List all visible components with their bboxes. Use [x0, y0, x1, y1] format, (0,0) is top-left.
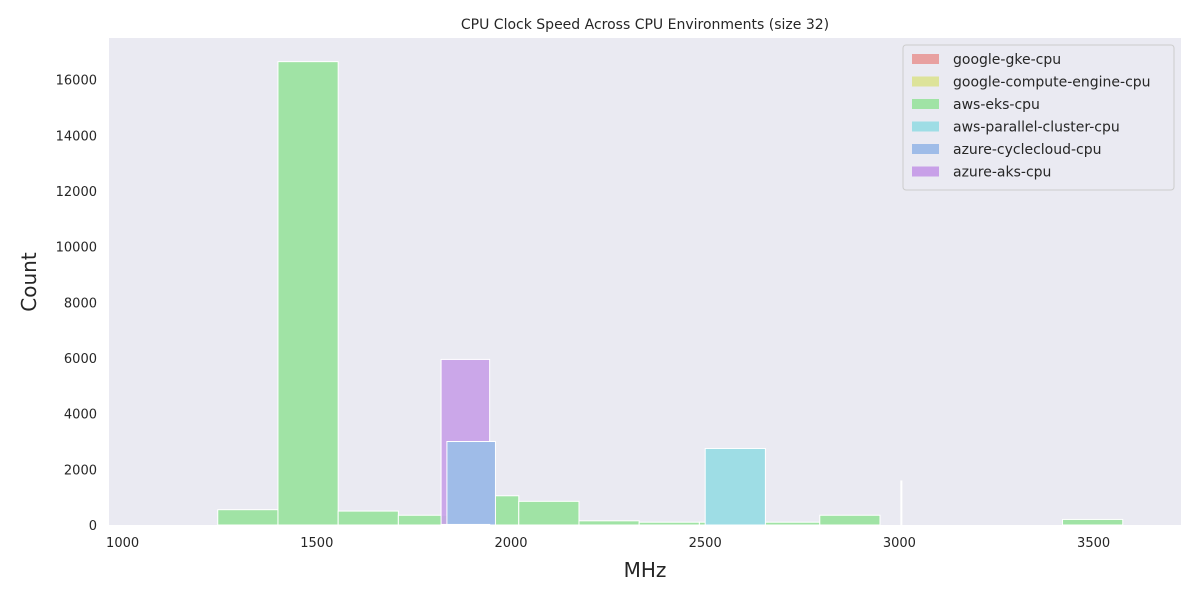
- legend-swatch-aws-parallel-cluster-cpu: [912, 121, 939, 132]
- x-tick-label: 3500: [1077, 536, 1110, 551]
- bar-aws-eks-cpu-1: [277, 61, 339, 526]
- y-tick-label: 10000: [56, 241, 97, 256]
- x-tick-label: 2500: [689, 536, 722, 551]
- x-axis-label: MHz: [624, 558, 667, 582]
- y-tick-label: 0: [89, 519, 97, 534]
- legend-swatch-aws-eks-cpu: [912, 99, 939, 109]
- y-tick-label: 14000: [56, 129, 97, 144]
- bar-aws-eks-cpu-0: [217, 509, 279, 526]
- x-ticks: 1000 1500 2000 2500 3000 3500: [106, 536, 1110, 551]
- y-tick-label: 2000: [64, 463, 97, 478]
- bar-aws-eks-cpu-11: [1062, 518, 1124, 526]
- legend-label-google-gke-cpu: google-gke-cpu: [953, 52, 1061, 68]
- legend-label-google-compute-engine-cpu: google-compute-engine-cpu: [953, 75, 1151, 91]
- y-tick-label: 16000: [56, 74, 97, 89]
- bar-aws-eks-cpu-7: [638, 521, 700, 526]
- bar-aws-parallel-cluster-cpu-0: [704, 447, 766, 526]
- y-ticks: 0 2000 4000 6000 8000 10000 12000 14000 16000: [56, 74, 97, 534]
- y-tick-label: 4000: [64, 408, 97, 423]
- legend-swatch-azure-aks-cpu: [912, 166, 939, 177]
- legend-swatch-azure-cyclecloud-cpu: [912, 144, 939, 154]
- x-tick-label: 1000: [106, 536, 139, 551]
- legend-swatch-google-gke-cpu: [912, 54, 939, 64]
- legend-box: [902, 44, 1175, 191]
- x-tick-label: 3000: [883, 536, 916, 551]
- bars-layer: [217, 61, 1124, 526]
- legend-swatch-google-compute-engine-cpu: [912, 76, 939, 87]
- legend: google-gke-cpu google-compute-engine-cpu a…: [902, 44, 1175, 191]
- legend-label-aws-eks-cpu: aws-eks-cpu: [953, 97, 1040, 113]
- legend-label-azure-cyclecloud-cpu: azure-cyclecloud-cpu: [953, 142, 1102, 158]
- y-tick-label: 6000: [64, 352, 97, 367]
- x-tick-label: 1500: [300, 536, 333, 551]
- bar-aws-eks-cpu-9: [759, 521, 821, 526]
- bar-aws-eks-cpu-2: [337, 510, 399, 526]
- bar-aws-eks-cpu-10: [819, 514, 881, 526]
- chart-title: CPU Clock Speed Across CPU Environments …: [461, 17, 829, 33]
- y-axis-label: Count: [17, 252, 41, 312]
- x-tick-label: 2000: [494, 536, 527, 551]
- y-tick-label: 12000: [56, 185, 97, 200]
- legend-label-azure-aks-cpu: azure-aks-cpu: [953, 165, 1051, 181]
- bar-aws-eks-cpu-5: [518, 500, 580, 526]
- y-tick-label: 8000: [64, 296, 97, 311]
- bar-aws-eks-cpu-6: [578, 520, 640, 526]
- bar-azure-cyclecloud-cpu-0: [446, 441, 496, 526]
- legend-label-aws-parallel-cluster-cpu: aws-parallel-cluster-cpu: [953, 120, 1120, 136]
